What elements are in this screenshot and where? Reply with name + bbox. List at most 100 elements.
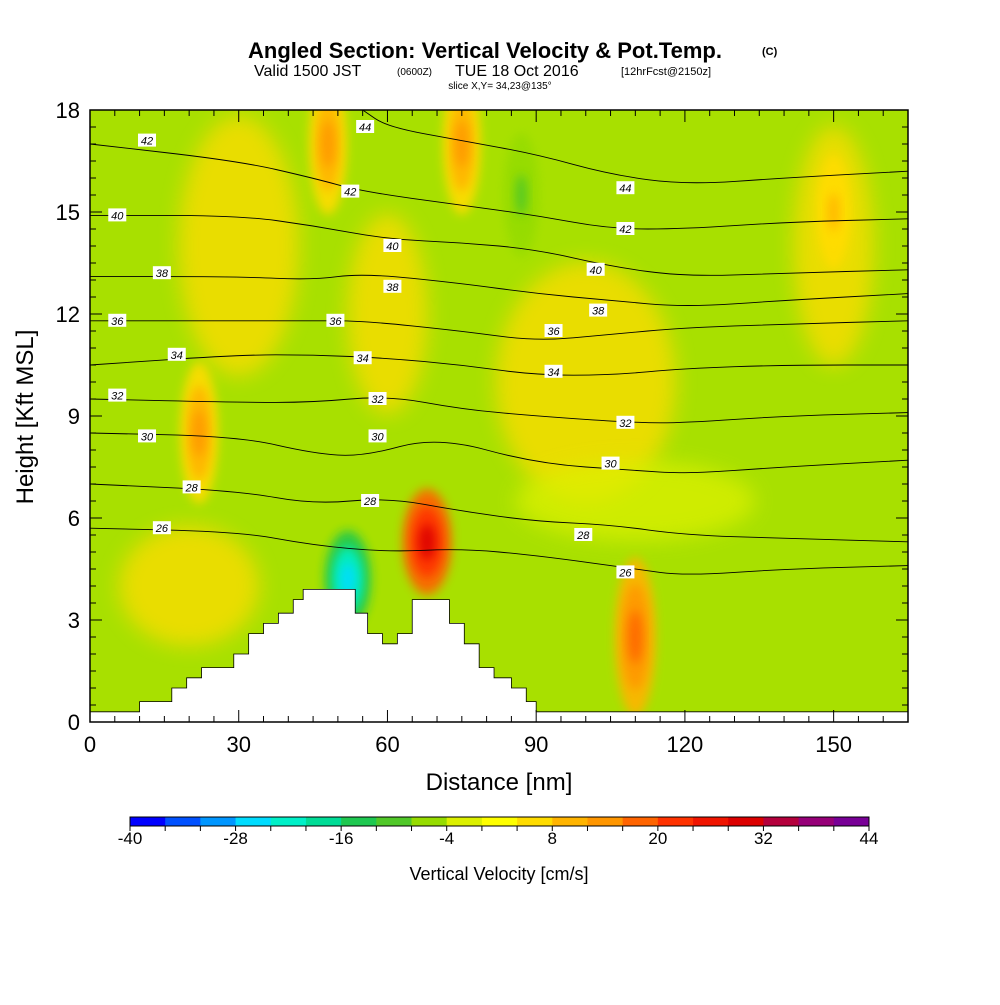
contour-label-bg: [182, 480, 201, 494]
contour-label-text: 28: [576, 530, 590, 542]
contour-label-bg: [353, 351, 372, 365]
velocity-region: [119, 526, 260, 646]
colorbar-swatch: [693, 817, 729, 826]
contour-label-text: 28: [185, 482, 199, 494]
contour-line-40: [90, 214, 908, 276]
velocity-core: [340, 563, 356, 596]
colorbar-swatch: [622, 817, 659, 826]
contour-label-text: 34: [547, 367, 559, 379]
contour-label-bg: [361, 494, 380, 507]
contour-label: 34: [167, 347, 186, 362]
contour-labels: 42 44 42 44 40 40 42 38 38 40 38 36 36 36 34 34 34 32 32 32…: [108, 120, 635, 579]
contour-label-text: 34: [171, 350, 183, 362]
contour-label: 28: [574, 528, 593, 542]
contour-label-text: 40: [111, 210, 124, 222]
contour-label-bg: [368, 392, 387, 405]
colorbar-swatch: [798, 817, 835, 826]
colorbar-swatch: [763, 817, 800, 826]
contour-label-text: 28: [363, 496, 377, 508]
contour-label-text: 40: [386, 241, 399, 253]
velocity-core: [628, 610, 643, 664]
contour-label-text: 36: [329, 316, 342, 328]
plot-area: [90, 110, 908, 722]
y-tick-label: 6: [68, 506, 80, 531]
terrain: [90, 589, 908, 722]
contour-label-text: 36: [547, 326, 560, 338]
contour-label-text: 44: [359, 122, 371, 134]
contour-label-text: 38: [592, 306, 605, 318]
contour-line-38: [90, 274, 908, 306]
colorbar-swatch: [517, 817, 553, 826]
contour-label-text: 40: [590, 265, 603, 277]
y-tick-label: 15: [56, 200, 80, 225]
x-tick-label: 0: [84, 732, 96, 757]
colorbar-swatch: [165, 817, 201, 826]
valid-time-forecast: [12hrFcst@2150z]: [621, 66, 711, 78]
contour-label: 36: [108, 313, 127, 328]
velocity-region: [495, 262, 676, 502]
contour-label: 32: [616, 415, 635, 430]
y-axis-label: Height [Kft MSL]: [12, 330, 39, 505]
contour-label-bg: [574, 528, 593, 541]
contour-label: 26: [616, 565, 635, 579]
contour-label: 30: [138, 429, 157, 443]
colorbar-swatch: [833, 817, 870, 826]
velocity-core: [455, 120, 469, 168]
contour-label: 32: [108, 388, 127, 403]
contour-label: 36: [326, 313, 345, 328]
contour-label-text: 44: [619, 183, 631, 195]
contour-label: 26: [152, 521, 171, 535]
contour-label: 28: [182, 480, 201, 494]
contour-label-bg: [544, 364, 563, 378]
contour-label-bg: [601, 456, 620, 470]
colorbar-tick-label: 8: [548, 829, 557, 848]
contour-line-42: [90, 143, 908, 230]
contour-label-bg: [108, 208, 127, 222]
contour-label-bg: [544, 324, 563, 337]
contour-label-text: 32: [619, 418, 631, 430]
colorbar-frame: [129, 816, 870, 827]
contour-label: 42: [341, 184, 360, 199]
contour-label: 38: [383, 279, 402, 294]
colorbar-tick-label: -28: [223, 829, 248, 848]
colorbar-tick-label: 20: [648, 829, 667, 848]
colorbar-swatch: [728, 817, 764, 826]
contour-label-text: 26: [155, 523, 169, 535]
contour-label: 42: [138, 133, 157, 148]
velocity-core: [828, 192, 840, 232]
contour-label: 34: [353, 351, 372, 365]
colorbar-swatch: [270, 817, 307, 826]
x-axis-label: Distance [nm]: [426, 769, 573, 796]
terrain-outline: [90, 589, 908, 722]
contour-line-32: [90, 397, 908, 424]
contour-line-36: [90, 320, 908, 340]
contour-label: 30: [601, 456, 620, 471]
contour-label-text: 32: [111, 391, 123, 403]
colorbar-tick-label: 44: [860, 829, 879, 848]
chart-title: Angled Section: Vertical Velocity & Pot.…: [248, 38, 722, 63]
contour-label-bg: [152, 266, 171, 280]
contour-label: 40: [586, 262, 605, 277]
colorbar-swatch: [376, 817, 412, 826]
pot-temp-contours: [90, 110, 908, 575]
velocity-region: [515, 461, 756, 541]
velocity-core: [418, 524, 436, 560]
colorbar-swatch: [657, 817, 694, 826]
x-tick-label: 30: [226, 732, 250, 757]
contour-label-bg: [326, 313, 345, 327]
contour-label-text: 30: [141, 431, 154, 443]
contour-line-28: [90, 483, 908, 543]
contour-line-26: [90, 527, 908, 575]
colorbar-swatch: [200, 817, 236, 826]
contour-label-text: 38: [386, 282, 399, 294]
contour-label: 42: [616, 222, 635, 236]
contour-line-30: [90, 432, 908, 474]
y-tick-label: 9: [68, 404, 80, 429]
contour-label-bg: [138, 429, 157, 443]
contour-label: 34: [544, 364, 563, 379]
contour-label-bg: [616, 415, 635, 429]
velocity-core: [192, 409, 206, 457]
contour-label: 32: [368, 392, 387, 406]
contour-label-bg: [138, 133, 157, 147]
